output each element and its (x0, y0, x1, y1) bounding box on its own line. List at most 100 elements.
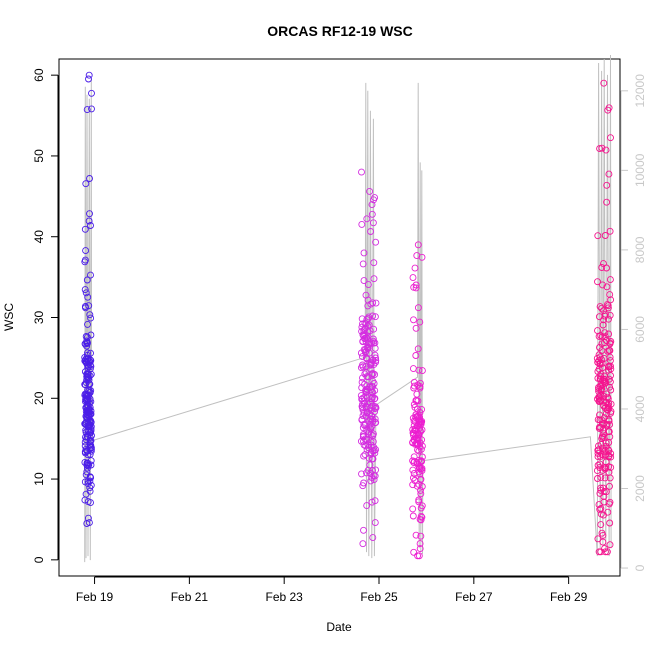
data-point (369, 438, 377, 446)
data-point (409, 512, 417, 520)
data-point (368, 201, 376, 209)
data-point (362, 363, 370, 370)
data-point (605, 500, 613, 508)
data-point (605, 170, 613, 178)
data-point (415, 412, 423, 420)
data-point (596, 145, 604, 153)
data-point (360, 400, 368, 407)
data-point (606, 291, 614, 299)
data-point (607, 134, 614, 142)
data-point (82, 333, 90, 340)
data-point (82, 180, 90, 188)
data-point (601, 329, 609, 337)
data-point (370, 476, 378, 484)
data-point (370, 447, 378, 455)
data-point (414, 446, 421, 454)
data-point (601, 451, 609, 459)
data-point (370, 259, 378, 267)
data-point (360, 397, 368, 405)
data-point (87, 271, 94, 279)
data-point (372, 419, 380, 426)
data-point (358, 416, 366, 424)
data-point (82, 304, 89, 312)
data-point (594, 453, 602, 461)
data-point (414, 431, 422, 439)
data-point (84, 293, 92, 301)
data-point (81, 225, 89, 233)
data-point (417, 512, 425, 520)
data-point (81, 340, 89, 348)
x-tick-label: Feb 19 (76, 590, 114, 604)
data-point (606, 227, 614, 235)
data-point (359, 424, 367, 432)
data-point (412, 352, 420, 359)
data-point (85, 217, 93, 225)
data-point (418, 467, 426, 474)
data-point (84, 320, 91, 328)
data-point (594, 327, 601, 335)
data-point (413, 252, 421, 260)
y-tick-label: 0 (32, 556, 46, 563)
data-point (85, 71, 93, 79)
data-point (81, 381, 89, 389)
data-point (360, 526, 367, 534)
data-point (361, 346, 369, 354)
data-point (596, 489, 604, 497)
y2-axis: 0 2000 4000 6000 8000 10000 12000 (620, 74, 647, 571)
data-point (416, 379, 424, 387)
data-point (363, 502, 371, 510)
chart-title: ORCAS RF12-19 WSC (267, 23, 412, 39)
data-point (87, 314, 95, 322)
data-points (81, 71, 615, 560)
data-point (358, 378, 366, 386)
data-point (598, 385, 606, 393)
data-point (363, 355, 371, 363)
data-point (360, 249, 368, 257)
data-point (370, 196, 378, 204)
data-point (83, 397, 91, 405)
data-point (82, 247, 90, 255)
data-point (607, 400, 615, 408)
altitude-trace-line (84, 54, 612, 563)
y-tick-label: 50 (32, 149, 46, 163)
data-point (364, 281, 372, 289)
data-point (86, 484, 94, 492)
data-point (369, 534, 377, 542)
y2-tick-label: 6000 (633, 316, 647, 343)
data-point (595, 424, 603, 432)
data-point (412, 324, 420, 332)
data-point (364, 302, 372, 310)
y-axis-label: WSC (2, 303, 16, 331)
x-tick-label: Feb 29 (550, 590, 588, 604)
data-point (372, 358, 380, 366)
y-tick-label: 10 (32, 472, 46, 486)
data-point (601, 446, 609, 454)
y2-tick-label: 8000 (633, 236, 647, 263)
data-point (83, 276, 91, 284)
y-tick-label: 40 (32, 230, 46, 244)
data-point (603, 181, 611, 189)
data-point (416, 515, 424, 523)
data-point (84, 498, 92, 506)
data-point (87, 423, 95, 430)
data-point (606, 357, 614, 365)
data-point (414, 345, 422, 353)
data-point (602, 146, 610, 154)
data-point (370, 325, 378, 333)
data-point (410, 401, 418, 408)
data-point (372, 238, 380, 246)
data-point (416, 418, 424, 426)
data-point (365, 341, 372, 349)
data-point (603, 548, 611, 556)
data-point (594, 461, 602, 469)
data-point (606, 482, 613, 490)
y-tick-label: 20 (32, 391, 46, 405)
data-point (418, 426, 426, 434)
data-point (605, 330, 613, 338)
data-point (599, 484, 607, 492)
data-point (604, 302, 612, 310)
data-point (372, 299, 380, 307)
data-point (370, 471, 378, 479)
data-point (88, 89, 95, 97)
